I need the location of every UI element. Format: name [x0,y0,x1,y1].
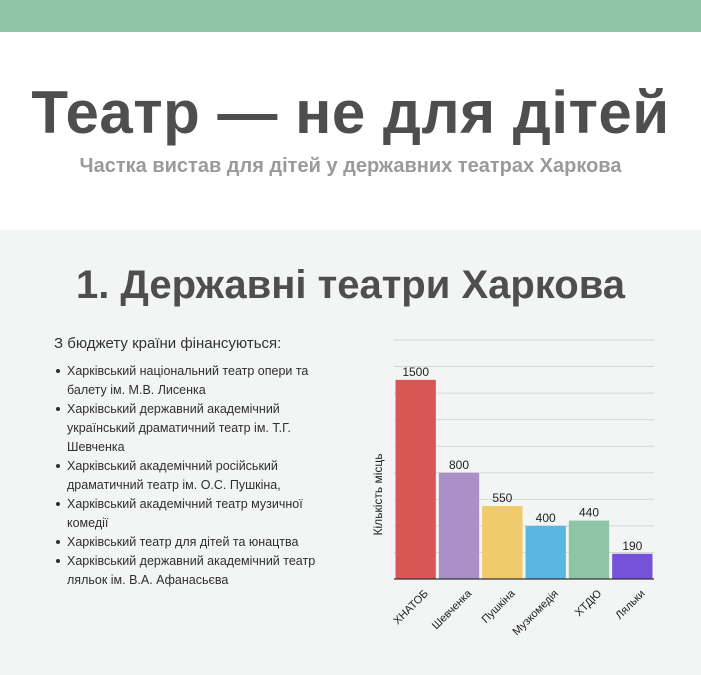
theatre-list: Харківський національний театр опери та … [54,362,344,590]
page-subtitle: Частка вистав для дітей у державних теат… [79,155,622,177]
seats-bar-chart: 1500 800 550 400 440 190 ХНАТОБ Шевченка Пушкін… [371,339,654,638]
y-axis-title: Кількість місць [371,454,385,536]
bar [525,525,566,579]
bar [395,379,436,579]
category-label: ХТДЮ [573,588,604,619]
list-item: Харківський національний театр опери та … [54,362,344,400]
category-label: Ляльки [613,588,647,622]
bar-value-label: 800 [449,458,469,472]
category-label: Шевченка [430,587,475,632]
bar-value-label: 440 [579,506,599,520]
bar-value-label: 1500 [402,365,429,379]
list-item: Харківський академічний російський драма… [54,457,344,495]
bar-value-label: 550 [492,491,512,505]
top-accent-bar [0,0,701,32]
list-item: Харківський державний академічний театр … [54,552,344,590]
bar-value-label: 400 [536,511,556,525]
bar [568,520,610,579]
content-section: 1. Державні театри Харкова З бюджету кра… [0,230,701,675]
bar [438,472,480,579]
list-item: Харківський державний академічний україн… [54,400,344,457]
section-title: 1. Державні театри Харкова [75,263,626,307]
category-label: Пушкіна [480,587,519,626]
bar [482,505,523,579]
list-item: Харківський театр для дітей та юнацтва [54,533,344,552]
page-title: Театр — не для дітей [31,79,670,146]
category-label: Музкомедія [511,588,561,638]
list-item: Харківський академічний театр музичної к… [54,495,344,533]
chart-bars [395,379,653,579]
category-label: ХНАТОБ [391,588,430,627]
header [0,32,701,230]
bar-value-label: 190 [622,539,642,553]
list-heading: З бюджету країни фінансуються: [54,335,282,352]
chart-value-labels: 1500 800 550 400 440 190 [402,365,642,553]
bar [612,553,653,579]
